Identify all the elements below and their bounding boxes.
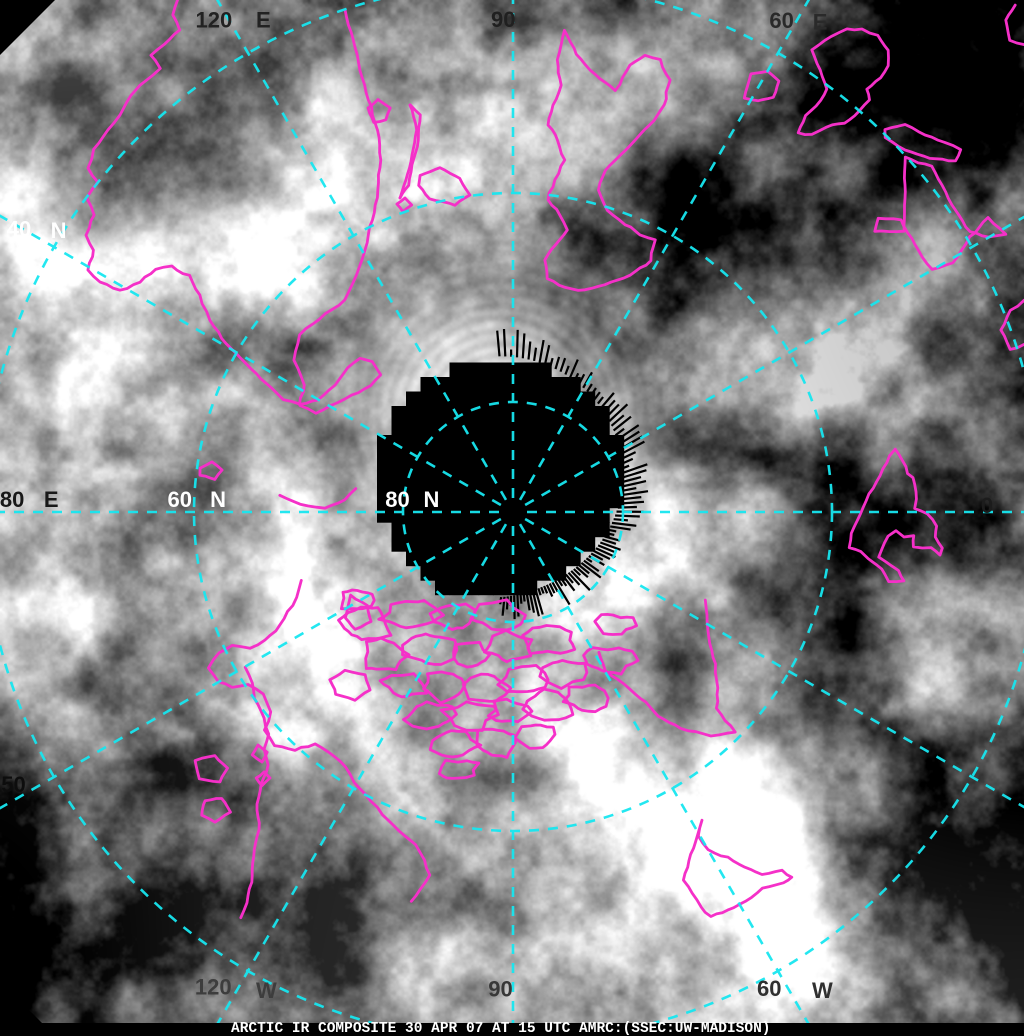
svg-text:120: 120 [195, 975, 232, 1000]
svg-text:60: 60 [168, 487, 192, 512]
svg-text:W: W [812, 978, 833, 1003]
svg-text:E: E [256, 7, 271, 32]
svg-text:60: 60 [769, 8, 793, 33]
svg-text:E: E [44, 487, 59, 512]
svg-text:ARCTIC IR COMPOSITE 30 APR 07: ARCTIC IR COMPOSITE 30 APR 07 AT 15 UTC … [231, 1021, 771, 1036]
svg-text:N: N [424, 487, 440, 512]
svg-text:0: 0 [981, 493, 993, 518]
svg-text:120: 120 [196, 7, 233, 32]
svg-text:N: N [51, 218, 67, 243]
svg-text:60: 60 [757, 976, 781, 1001]
svg-text:40: 40 [7, 217, 31, 242]
svg-text:80: 80 [385, 487, 409, 512]
svg-text:90: 90 [488, 977, 512, 1002]
svg-text:50: 50 [1, 772, 25, 797]
svg-text:N: N [210, 487, 226, 512]
svg-text:W: W [256, 978, 277, 1003]
svg-text:80: 80 [0, 487, 24, 512]
svg-text:E: E [813, 10, 828, 35]
svg-text:90: 90 [491, 7, 515, 32]
